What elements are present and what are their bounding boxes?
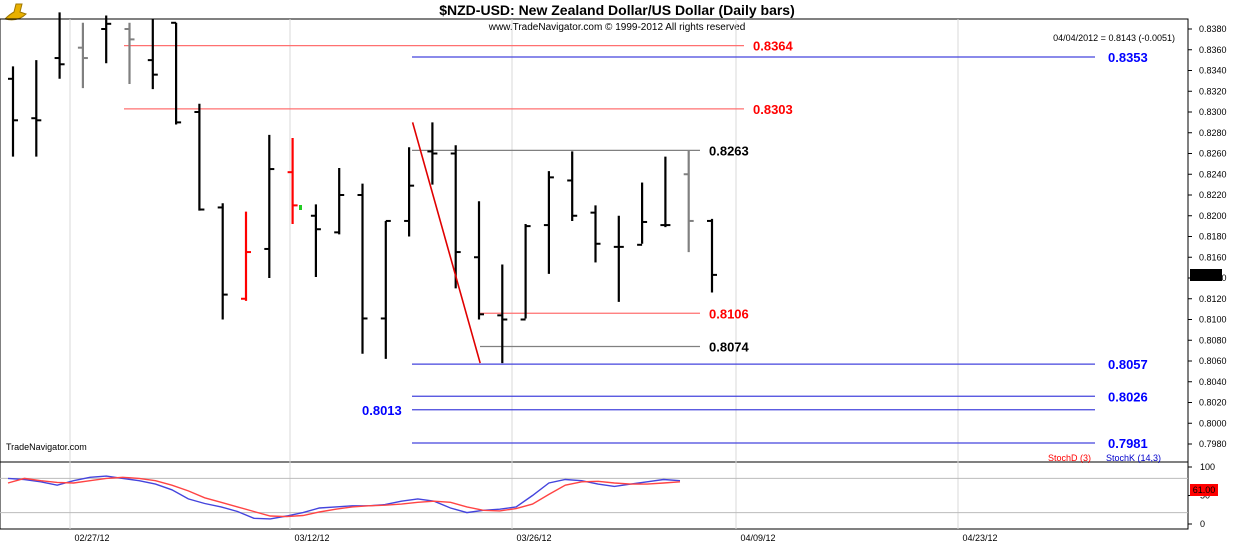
price-bar xyxy=(101,15,112,64)
blue-level-0.7981-label: 0.7981 xyxy=(1108,436,1148,451)
price-bar xyxy=(660,156,671,228)
price-bar xyxy=(8,66,18,157)
grey-level-0.8263-label: 0.8263 xyxy=(709,143,749,158)
price-bar xyxy=(241,211,251,301)
y-tick-label: 0.8060 xyxy=(1199,356,1227,366)
y-tick-label: 0.8320 xyxy=(1199,86,1227,96)
y-tick-label: 0.8260 xyxy=(1199,149,1227,159)
price-bar xyxy=(567,151,578,221)
quote-readout: 04/04/2012 = 0.8143 (-0.0051) xyxy=(1053,33,1175,43)
stochastic-lines xyxy=(7,475,681,520)
price-bar xyxy=(264,134,275,278)
axis-ticks: 02/27/12 03/12/12 03/26/12 04/09/12 04/23/12… xyxy=(74,24,1226,543)
price-bar xyxy=(147,18,158,90)
price-bar xyxy=(637,182,648,246)
price-bar xyxy=(683,150,694,253)
y-tick-label: 0.8160 xyxy=(1199,252,1227,262)
stoch-last-label: 61.00 xyxy=(1193,485,1216,495)
x-tick-label: 04/23/12 xyxy=(962,533,997,543)
x-tick-label: 04/09/12 xyxy=(740,533,775,543)
price-bar xyxy=(380,219,391,359)
chart-title: $NZD-USD: New Zealand Dollar/US Dollar (… xyxy=(439,2,795,18)
watermark: TradeNavigator.com xyxy=(6,442,87,452)
price-bar xyxy=(31,60,42,157)
stochd-line xyxy=(7,476,681,518)
blue-level-0.8057-label: 0.8057 xyxy=(1108,357,1148,372)
blue-level-0.8013-label: 0.8013 xyxy=(362,403,402,418)
y-tick-label: 0.8100 xyxy=(1199,315,1227,325)
legend-stochk: StochK (14,3) xyxy=(1106,453,1161,463)
x-tick-label: 02/27/12 xyxy=(74,533,109,543)
y-tick-label: 0.8180 xyxy=(1199,232,1227,242)
grey-level-0.8074-label: 0.8074 xyxy=(709,339,750,354)
y-tick-label: 0.8000 xyxy=(1199,418,1227,428)
y-tick-label: 0.8220 xyxy=(1199,190,1227,200)
y-tick-label: 0.8080 xyxy=(1199,335,1227,345)
price-bar xyxy=(357,183,368,354)
y-tick-label: 0.8280 xyxy=(1199,128,1227,138)
stoch-tick-label: 0 xyxy=(1200,519,1205,529)
y-tick-label: 0.8120 xyxy=(1199,294,1227,304)
stochastic-panel-frame xyxy=(0,461,1189,530)
red-level-0.8364-label: 0.8364 xyxy=(753,39,794,54)
logo-icon xyxy=(4,3,27,21)
price-bar xyxy=(124,22,135,84)
price-bars xyxy=(8,12,717,364)
y-tick-label: 0.8040 xyxy=(1199,377,1227,387)
y-tick-label: 0.7980 xyxy=(1199,439,1227,449)
price-bar xyxy=(171,21,182,125)
y-tick-label: 0.8360 xyxy=(1199,45,1227,55)
price-bar xyxy=(194,103,205,211)
price-bar xyxy=(54,12,65,79)
price-panel-frame xyxy=(0,18,1189,463)
blue-level-0.8026-label: 0.8026 xyxy=(1108,389,1148,404)
price-bar xyxy=(450,145,461,289)
x-tick-label: 03/12/12 xyxy=(294,533,329,543)
price-bar xyxy=(474,201,484,320)
price-bar xyxy=(590,205,601,263)
stoch-tick-label: 100 xyxy=(1200,462,1215,472)
price-bar xyxy=(77,22,88,89)
red-level-0.8106-label: 0.8106 xyxy=(709,306,749,321)
price-bar xyxy=(427,122,438,185)
x-tick-label: 03/26/12 xyxy=(516,533,551,543)
y-tick-label: 0.8340 xyxy=(1199,66,1227,76)
y-tick-label: 0.8200 xyxy=(1199,211,1227,221)
price-bar xyxy=(520,224,531,321)
price-bar xyxy=(217,203,228,320)
price-bar xyxy=(613,215,624,302)
trend-line xyxy=(411,122,481,364)
price-bar xyxy=(543,171,554,274)
level-lines: 0.8364 0.8303 0.8106 0.8263 0.8074 0.8353 0.80… xyxy=(124,39,1148,451)
signal-dot xyxy=(299,205,302,210)
price-bar xyxy=(707,218,717,293)
last-price-box xyxy=(1190,269,1222,281)
last-price-label: 0.8143 xyxy=(1192,270,1220,280)
y-tick-label: 0.8020 xyxy=(1199,398,1227,408)
price-bar xyxy=(310,204,321,277)
price-bar xyxy=(334,168,345,235)
y-tick-label: 0.8240 xyxy=(1199,169,1227,179)
y-tick-label: 0.8380 xyxy=(1199,24,1227,34)
stoch-last-box xyxy=(1190,484,1218,496)
chart-subtitle: www.TradeNavigator.com © 1999-2012 All r… xyxy=(488,22,746,33)
price-bar xyxy=(287,137,298,225)
blue-level-0.8353-label: 0.8353 xyxy=(1108,50,1148,65)
red-level-0.8303-label: 0.8303 xyxy=(753,102,793,117)
legend-stochd: StochD (3) xyxy=(1048,453,1091,463)
price-bar xyxy=(497,264,508,364)
grid-layer xyxy=(0,19,1188,529)
y-tick-label: 0.8300 xyxy=(1199,107,1227,117)
price-bar xyxy=(404,147,415,237)
